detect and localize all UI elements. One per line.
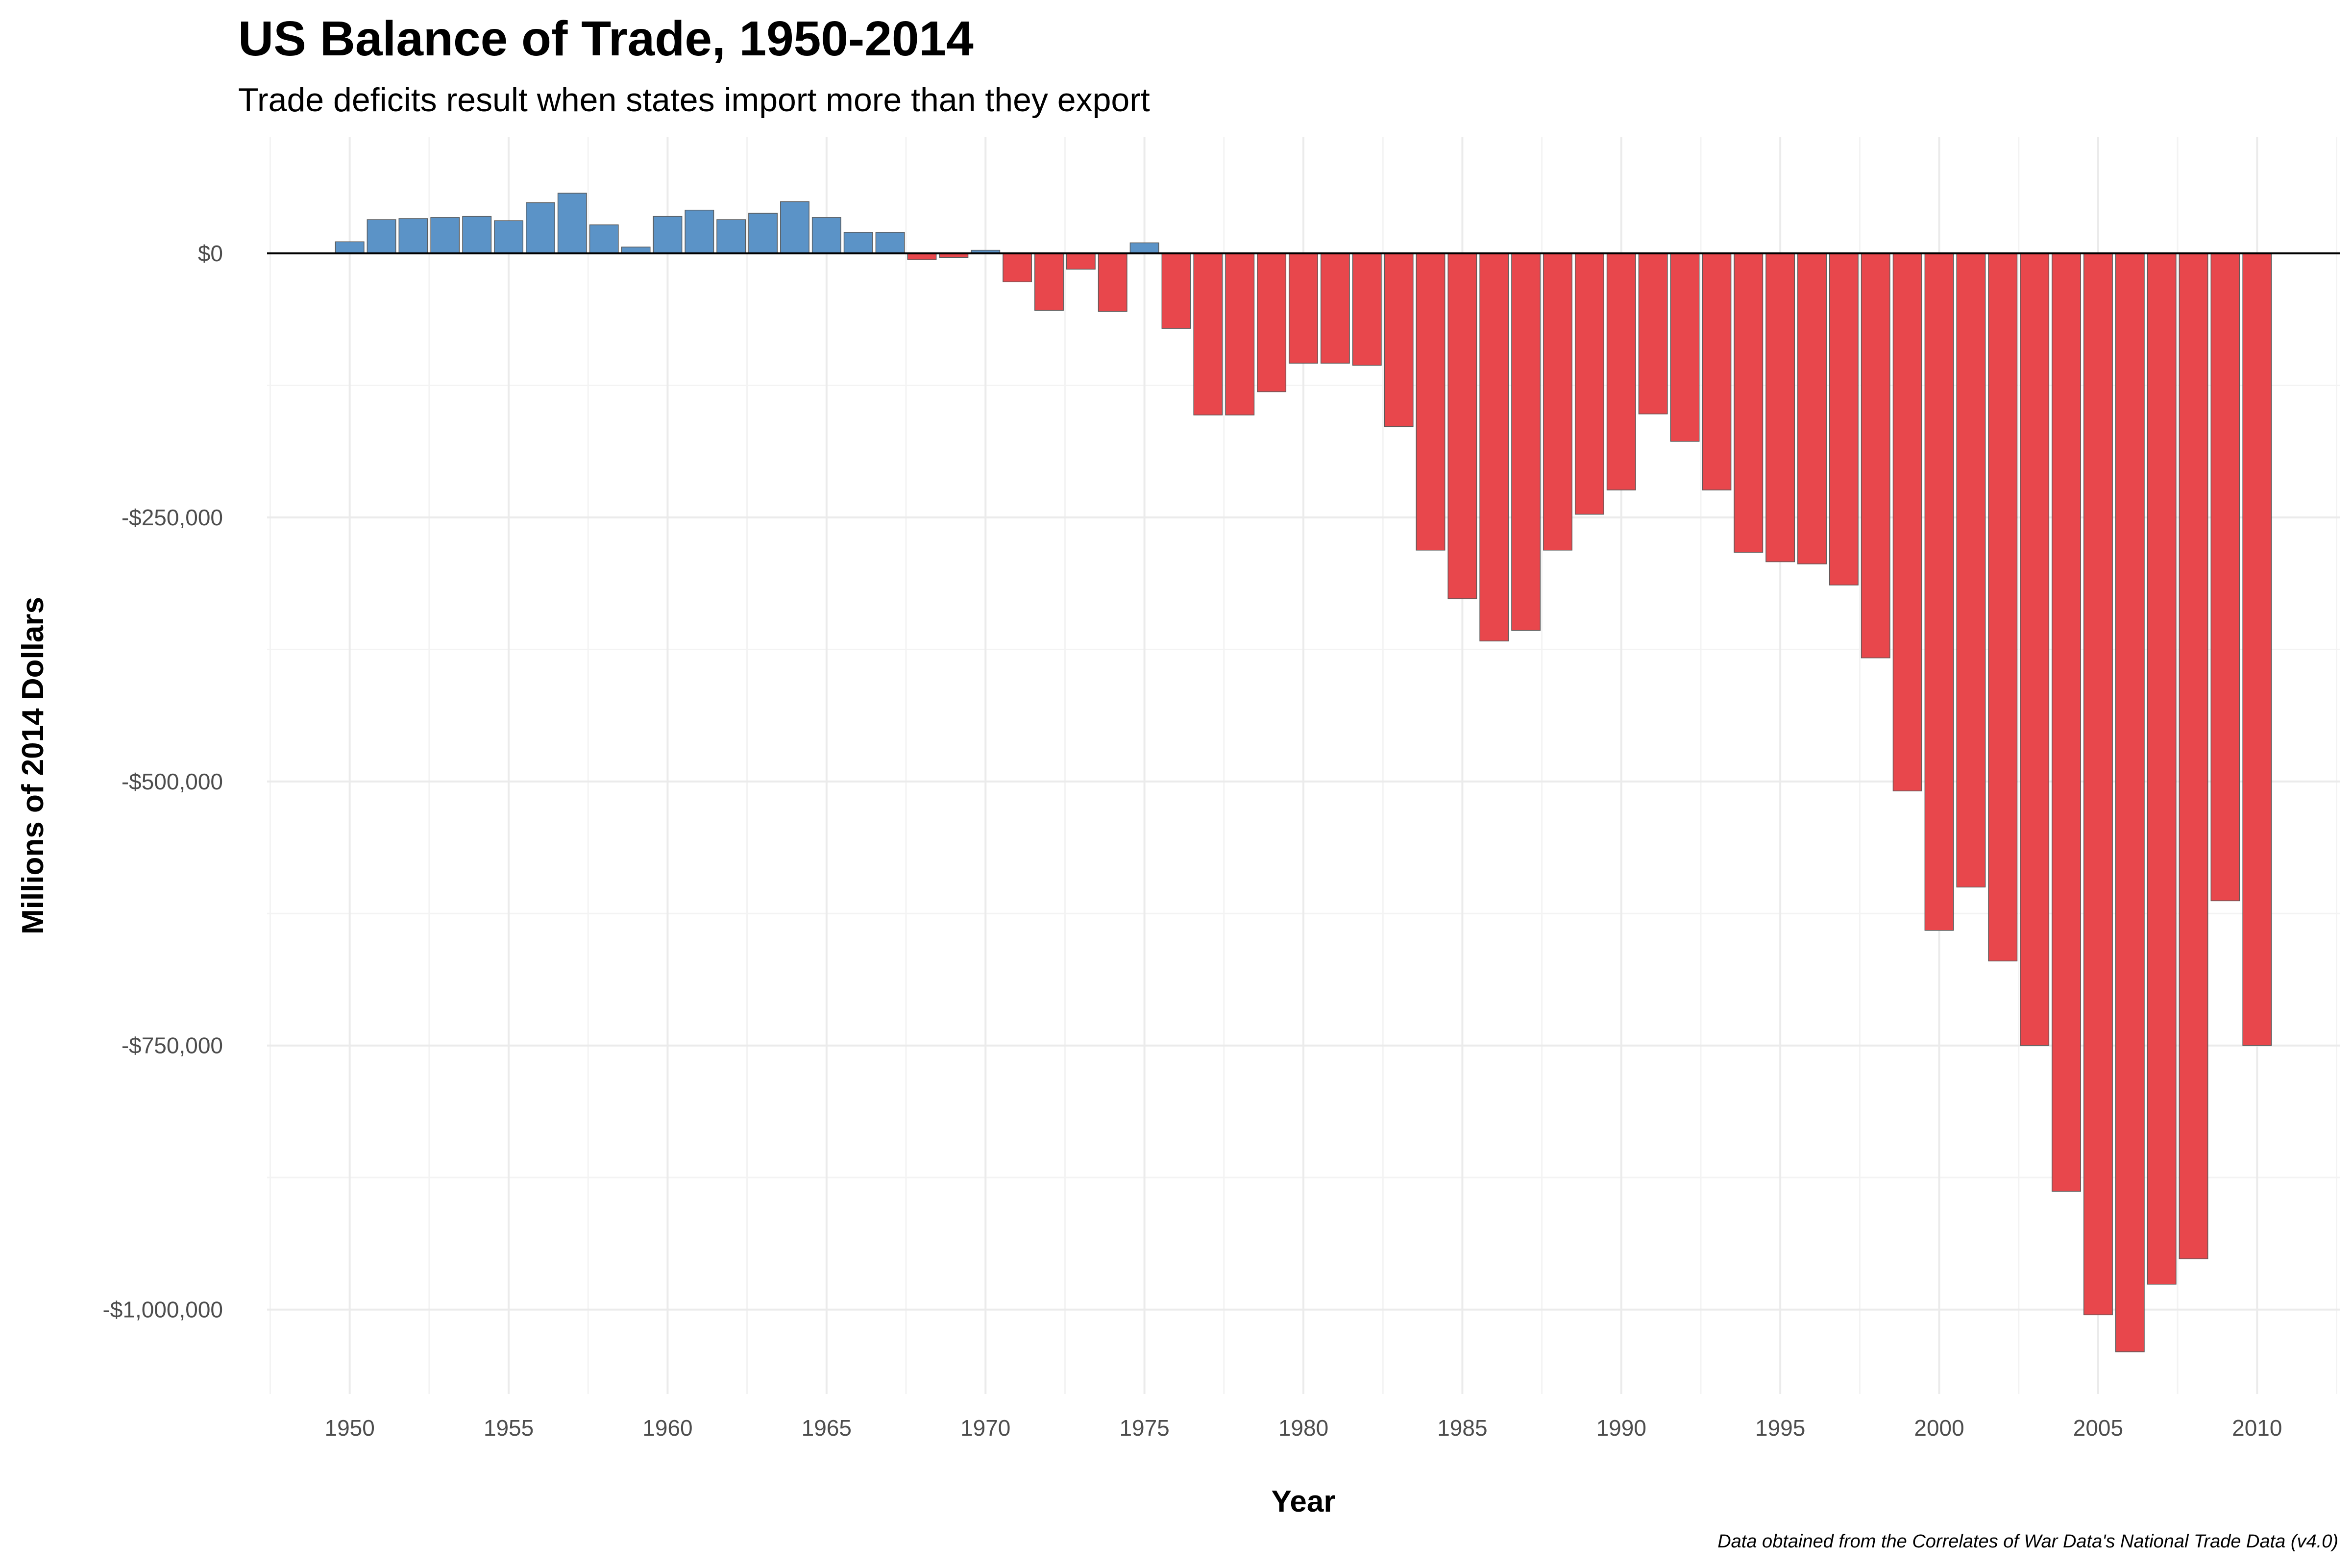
bar-1978	[1225, 253, 1255, 416]
bar-1976	[1161, 253, 1191, 329]
bar-1993	[1702, 253, 1732, 490]
bar-1997	[1829, 253, 1859, 586]
bar-1964	[780, 201, 809, 254]
x-tick-label: 1960	[642, 1415, 692, 1441]
bar-1973	[1066, 253, 1096, 270]
bar-1957	[557, 193, 587, 254]
bar-1967	[875, 232, 905, 254]
bar-1977	[1193, 253, 1223, 416]
bar-1958	[589, 224, 619, 254]
y-axis-title: Millions of 2014 Dollars	[16, 597, 50, 934]
x-tick-label: 2010	[2232, 1415, 2282, 1441]
bar-1952	[398, 218, 428, 254]
bar-1991	[1638, 253, 1668, 415]
bar-1950	[335, 241, 365, 254]
y-tick-label: -$250,000	[122, 505, 223, 530]
x-tick-label: 1970	[960, 1415, 1010, 1441]
bar-1999	[1892, 253, 1922, 791]
bar-1953	[430, 217, 460, 254]
bar-1965	[811, 217, 841, 254]
x-tick-label: 1965	[802, 1415, 852, 1441]
bar-1989	[1574, 253, 1604, 515]
x-tick-label: 2000	[1914, 1415, 1964, 1441]
x-tick-label: 1975	[1119, 1415, 1169, 1441]
bar-1996	[1797, 253, 1827, 564]
bar-1961	[685, 209, 714, 254]
bar-1983	[1384, 253, 1414, 427]
bar-2005	[2083, 253, 2113, 1316]
chart-title: US Balance of Trade, 1950-2014	[238, 11, 974, 66]
bar-2002	[1988, 253, 2018, 962]
bar-2003	[2020, 253, 2050, 1046]
bar-1960	[653, 216, 683, 254]
x-tick-label: 1990	[1596, 1415, 1646, 1441]
bar-1986	[1479, 253, 1509, 641]
bar-1971	[1003, 253, 1032, 283]
y-axis-ticks: $0 -$250,000 -$500,000 -$750,000 -$1,000,000	[102, 241, 223, 1322]
bar-2006	[2115, 253, 2145, 1352]
x-tick-label: 1995	[1755, 1415, 1805, 1441]
y-tick-label: $0	[198, 241, 223, 266]
bar-1966	[843, 232, 873, 254]
bar-1994	[1734, 253, 1764, 553]
y-tick-label: -$750,000	[122, 1033, 223, 1058]
bar-1985	[1447, 253, 1477, 599]
bar-2001	[1956, 253, 1986, 888]
bar-1962	[716, 219, 746, 254]
bar-1963	[748, 213, 778, 254]
x-tick-label: 1955	[484, 1415, 534, 1441]
bar-1984	[1416, 253, 1446, 551]
bars	[335, 193, 2272, 1352]
bar-2010	[2242, 253, 2272, 1046]
x-tick-label: 1985	[1437, 1415, 1487, 1441]
bar-1954	[462, 216, 492, 254]
chart-subtitle: Trade deficits result when states import…	[238, 81, 1150, 119]
x-tick-label: 1980	[1278, 1415, 1328, 1441]
x-tick-label: 2005	[2073, 1415, 2123, 1441]
bar-1975	[1129, 242, 1159, 254]
bar-1972	[1034, 253, 1064, 311]
bar-1987	[1511, 253, 1541, 631]
data-source-caption: Data obtained from the Correlates of War…	[1717, 1531, 2338, 1552]
x-tick-label: 1950	[325, 1415, 375, 1441]
bar-1992	[1670, 253, 1700, 442]
bar-1974	[1098, 253, 1127, 312]
y-tick-label: -$1,000,000	[102, 1297, 223, 1323]
bar-1995	[1765, 253, 1795, 563]
bar-1951	[367, 219, 396, 254]
x-axis-ticks: 1950 1955 1960 1965 1970 1975 1980 1985 1990 1995…	[325, 1415, 2282, 1441]
bar-1998	[1861, 253, 1890, 659]
bar-1990	[1606, 253, 1636, 490]
bar-2004	[2052, 253, 2081, 1192]
bar-1979	[1257, 253, 1287, 392]
x-axis-title: Year	[1271, 1485, 1335, 1519]
bar-2000	[1924, 253, 1954, 931]
y-tick-label: -$500,000	[122, 769, 223, 794]
bar-2008	[2179, 253, 2208, 1259]
bar-1955	[494, 220, 524, 254]
bar-2007	[2147, 253, 2177, 1285]
bar-2009	[2210, 253, 2240, 902]
bar-1981	[1320, 253, 1350, 364]
bar-1982	[1352, 253, 1382, 366]
bar-1956	[526, 202, 555, 254]
bar-1980	[1289, 253, 1318, 364]
bar-1988	[1543, 253, 1572, 551]
